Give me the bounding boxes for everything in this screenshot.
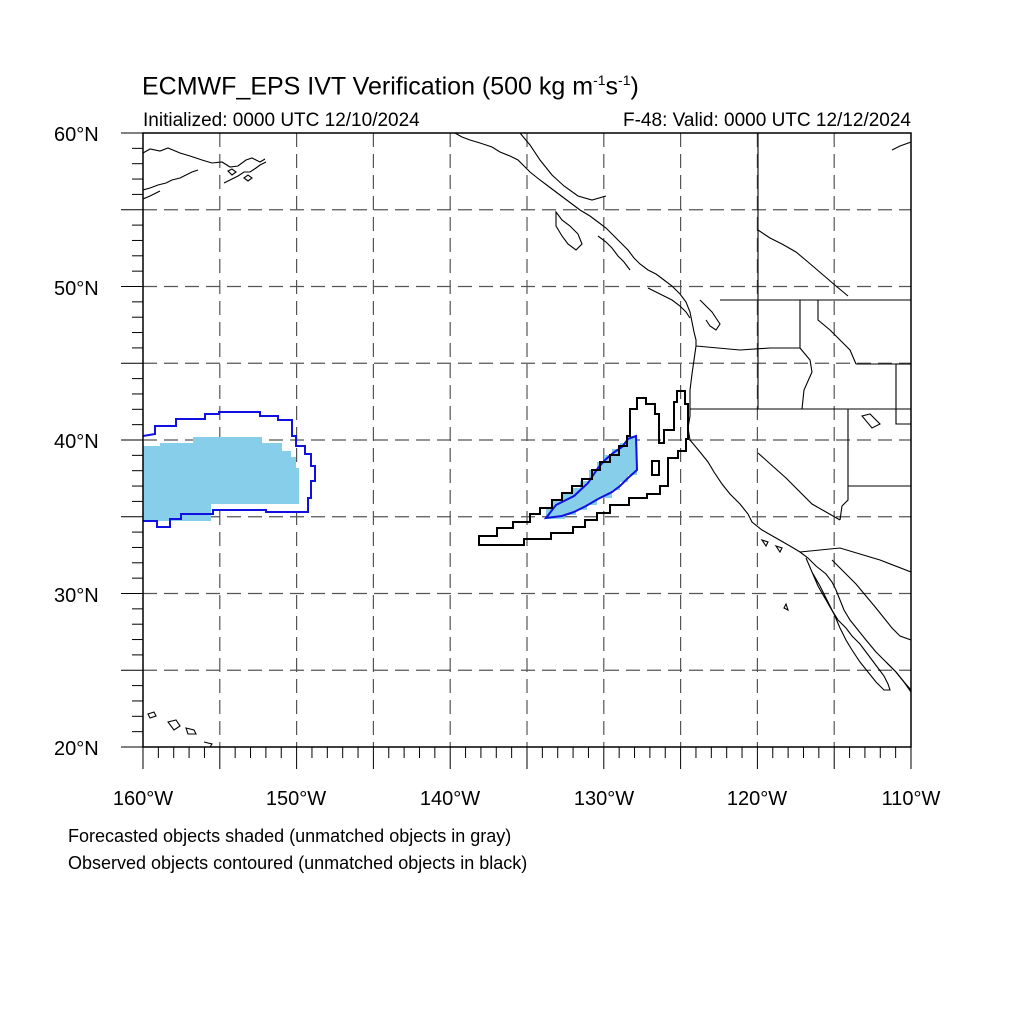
lon-label-160w: 160°W: [113, 788, 173, 810]
observed-object-east-black: [478, 390, 689, 546]
coastlines: [143, 133, 911, 747]
lat-label-30: 30°N: [54, 585, 99, 607]
axis-ticks: [121, 132, 912, 769]
lat-label-40: 40°N: [54, 431, 99, 453]
lon-label-130w: 130°W: [574, 788, 634, 810]
chart-title: ECMWF_EPS IVT Verification (500 kg m-1s-…: [142, 72, 639, 101]
lat-label-50: 50°N: [54, 278, 99, 300]
lon-label-120w: 120°W: [727, 788, 787, 810]
observed-object-east-blue: [543, 434, 639, 520]
lat-label-20: 20°N: [54, 738, 99, 760]
lon-label-140w: 140°W: [420, 788, 480, 810]
valid-time: F-48: Valid: 0000 UTC 12/12/2024: [623, 110, 911, 131]
legend-note-forecast: Forecasted objects shaded (unmatched obj…: [68, 826, 512, 846]
lon-label-150w: 150°W: [266, 788, 326, 810]
lat-label-60: 60°N: [54, 124, 99, 146]
observed-object-west: [143, 411, 316, 528]
initialized-time: Initialized: 0000 UTC 12/10/2024: [143, 110, 420, 131]
legend-note-observed: Observed objects contoured (unmatched ob…: [68, 853, 528, 873]
forecast-object-west: [143, 437, 299, 521]
lon-label-110w: 110°W: [882, 788, 941, 810]
